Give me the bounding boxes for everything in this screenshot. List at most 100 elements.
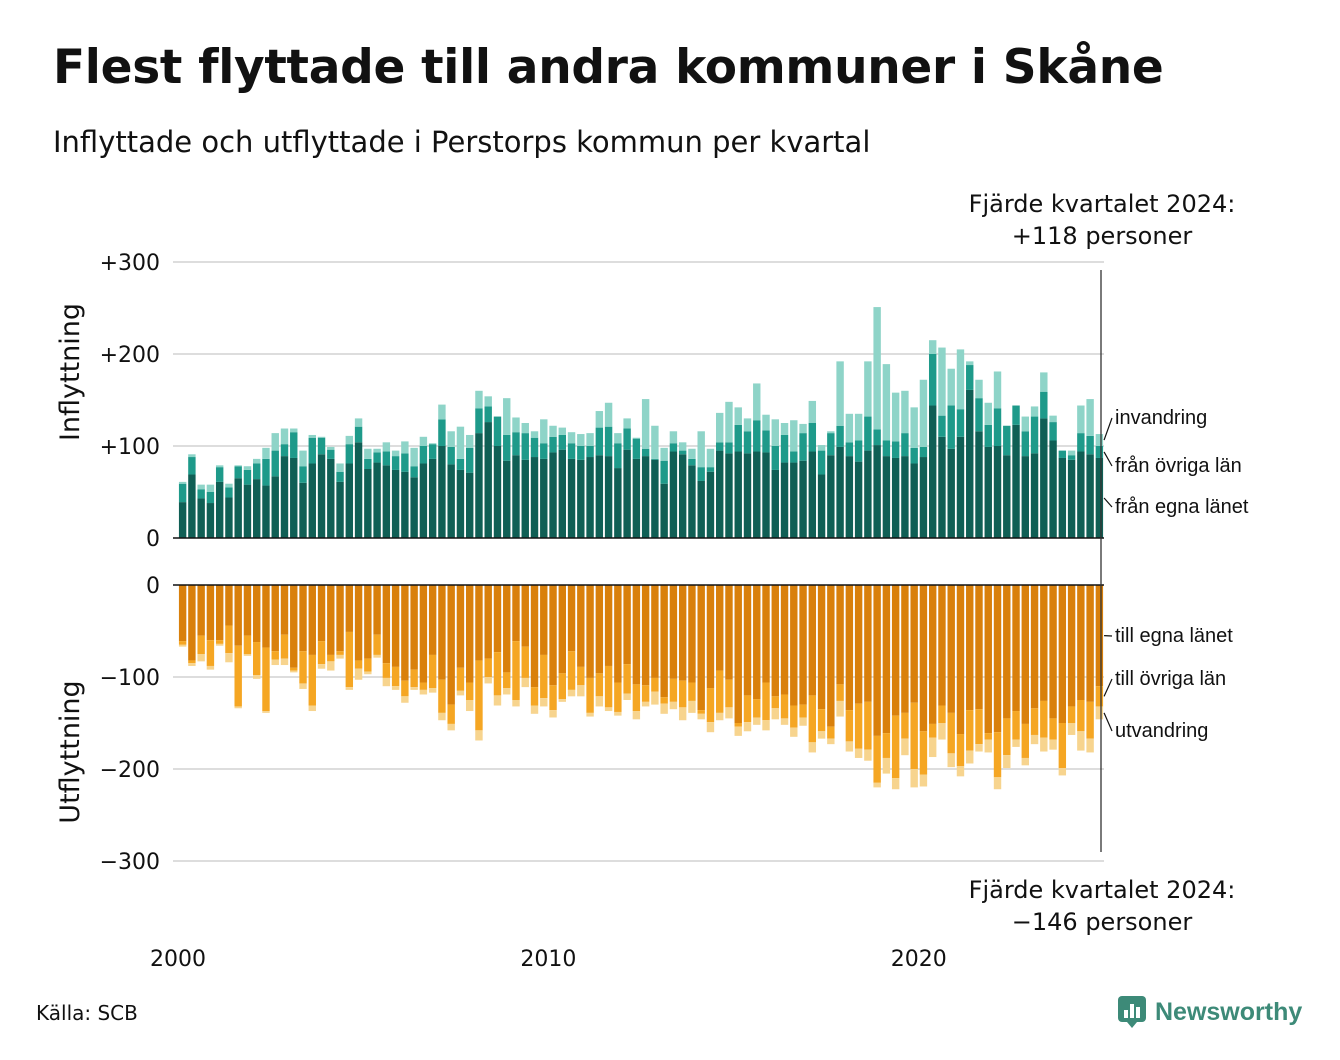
inflow-bar-2: [521, 433, 529, 460]
inflow-bar-1: [456, 469, 465, 538]
series-labels: från egna länet från övriga län invandring…: [1103, 407, 1249, 742]
inflow-bar-1: [1012, 424, 1020, 538]
outflow-bar-1: [697, 585, 705, 711]
inflow-bar-3: [734, 407, 742, 425]
outflow-bar-3: [632, 711, 641, 720]
outflow-bar-2: [558, 673, 566, 700]
inflow-bar-2: [373, 452, 381, 463]
inflow-bar-3: [234, 465, 242, 467]
outflow-series-label: till egna länet: [1115, 625, 1233, 647]
outflow-bar-2: [836, 684, 844, 701]
inflow-bar-3: [1067, 450, 1076, 456]
outflow-bar-3: [780, 718, 789, 725]
outflow-bar-2: [799, 704, 807, 718]
inflow-bar-3: [678, 442, 687, 451]
inflow-bar-3: [753, 383, 761, 421]
inflow-bar-2: [938, 415, 946, 437]
inflow-bar-2: [336, 471, 344, 482]
annotation-bottom-line2: −146 personer: [1012, 908, 1193, 936]
inflow-bar-1: [660, 483, 668, 538]
outflow-bar-2: [660, 697, 668, 704]
inflow-bar-3: [253, 458, 261, 464]
outflow-bar-3: [993, 777, 1002, 790]
outflow-bar-2: [327, 654, 335, 662]
annotation-top-line1: Fjärde kvartalet 2024:: [969, 190, 1236, 218]
outflow-bar-3: [734, 726, 742, 736]
inflow-bar-1: [465, 472, 474, 538]
newsworthy-logo[interactable]: Newsworthy: [1117, 994, 1302, 1030]
outflow-bar-3: [623, 693, 631, 700]
outflow-bar-3: [262, 711, 270, 713]
inflow-bar-2: [299, 466, 307, 483]
chart-title: Flest flyttade till andra kommuner i Skå…: [53, 40, 1164, 95]
outflow-bar-2: [336, 651, 344, 655]
outflow-bar-1: [345, 585, 354, 632]
inflow-bar-1: [521, 459, 529, 538]
outflow-bar-3: [753, 717, 761, 725]
outflow-bar-3: [475, 730, 483, 741]
inflow-bar-2: [475, 408, 483, 434]
y-tick-label-bottom: −100: [100, 666, 160, 691]
outflow-bar-2: [447, 704, 455, 724]
inflow-bar-3: [762, 414, 770, 431]
inflow-bar-1: [447, 464, 455, 538]
inflow-bar-3: [697, 431, 705, 468]
inflow-bar-3: [836, 361, 844, 426]
outflow-bar-1: [438, 585, 446, 680]
outflow-bar-3: [428, 688, 437, 693]
outflow-bar-2: [521, 646, 529, 678]
outflow-bar-3: [660, 703, 668, 714]
inflow-bar-2: [1040, 391, 1048, 419]
outflow-bar-2: [771, 696, 779, 709]
y-tick-labels: 0 +100 +200 +300 0 −100 −200 −300: [100, 251, 160, 875]
outflow-bar-2: [743, 695, 752, 723]
inflow-bar-2: [1086, 435, 1094, 455]
inflow-bar-1: [1086, 454, 1094, 538]
outflow-bar-3: [234, 706, 242, 709]
inflow-bar-2: [1030, 416, 1039, 454]
outflow-bar-1: [197, 585, 205, 636]
inflow-bar-1: [873, 445, 881, 538]
outflow-bar-1: [1012, 585, 1020, 712]
inflow-bar-1: [345, 463, 354, 538]
outflow-bar-3: [928, 737, 937, 758]
inflow-bar-2: [280, 444, 289, 457]
outflow-bar-3: [290, 670, 298, 673]
inflow-bar-2: [623, 428, 631, 450]
outflow-bar-1: [419, 585, 428, 683]
outflow-bar-1: [641, 585, 650, 686]
outflow-bar-2: [928, 723, 937, 738]
outflow-bar-1: [521, 585, 529, 647]
outflow-bar-1: [947, 585, 955, 713]
outflow-bar-2: [540, 654, 548, 699]
inflow-bar-1: [790, 462, 798, 538]
inflow-leader-line: [1103, 497, 1113, 508]
inflow-bar-3: [225, 483, 233, 488]
inflow-bar-1: [197, 498, 205, 538]
outflow-bar-1: [530, 585, 539, 688]
inflow-bar-3: [799, 423, 807, 434]
annotation-top-line2: +118 personer: [1012, 222, 1193, 250]
inflow-bar-1: [614, 468, 622, 538]
outflow-bar-3: [271, 659, 279, 666]
inflow-bar-3: [206, 484, 215, 492]
outflow-bar-2: [373, 634, 381, 655]
outflow-bar-1: [604, 585, 613, 666]
y-axis-label-bottom: Utflyttning: [55, 680, 86, 823]
outflow-bar-2: [891, 715, 900, 779]
outflow-bar-2: [734, 723, 742, 727]
inflow-bar-2: [753, 420, 761, 452]
inflow-bar-3: [716, 412, 724, 443]
outflow-bar-3: [836, 700, 844, 717]
inflow-bars: [178, 307, 1104, 538]
outflow-bar-3: [419, 689, 428, 695]
outflow-bar-3: [1077, 731, 1085, 751]
inflow-bar-3: [447, 431, 455, 447]
outflow-bar-3: [364, 671, 372, 675]
outflow-bar-1: [1030, 585, 1039, 709]
inflow-bar-1: [373, 462, 381, 538]
inflow-bar-1: [438, 446, 446, 538]
y-tick-label-top: +100: [100, 435, 160, 460]
inflow-bar-3: [966, 361, 974, 366]
inflow-bar-3: [595, 411, 604, 428]
